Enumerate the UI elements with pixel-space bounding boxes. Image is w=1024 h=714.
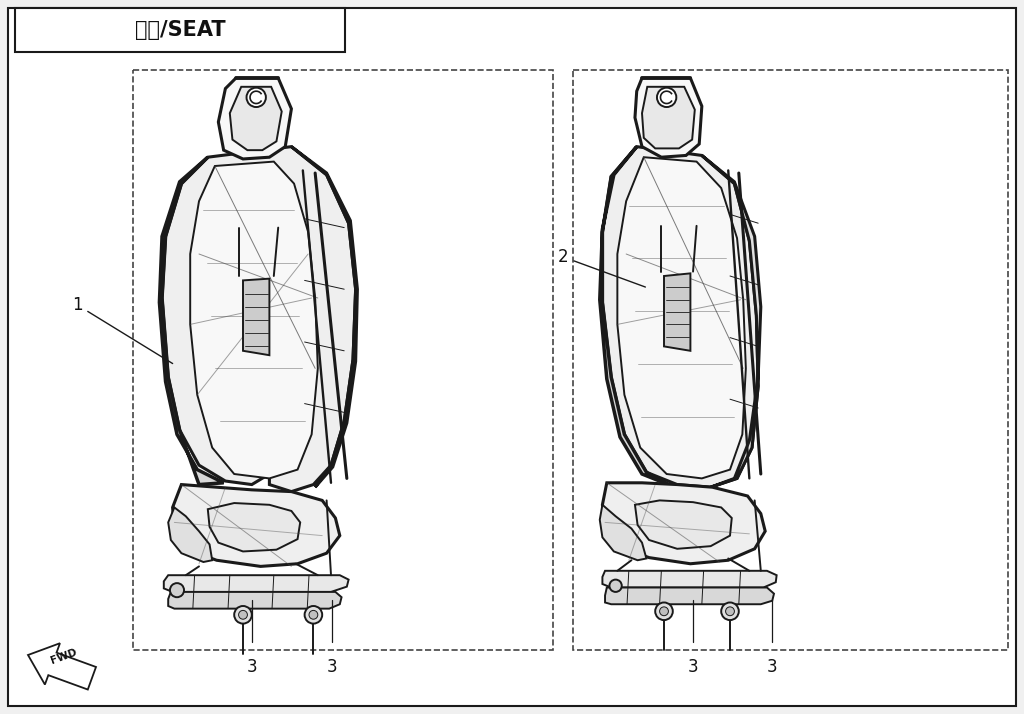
Polygon shape xyxy=(229,87,282,150)
Polygon shape xyxy=(190,161,317,478)
Text: 1: 1 xyxy=(72,296,173,363)
Circle shape xyxy=(234,606,252,623)
Polygon shape xyxy=(617,157,745,478)
Text: 3: 3 xyxy=(688,658,698,676)
Bar xyxy=(573,70,1008,650)
Polygon shape xyxy=(602,146,758,487)
Text: 3: 3 xyxy=(327,658,337,676)
Circle shape xyxy=(239,610,248,619)
Polygon shape xyxy=(602,570,776,588)
Polygon shape xyxy=(218,78,292,159)
Polygon shape xyxy=(600,505,646,560)
Polygon shape xyxy=(602,483,765,564)
Text: 座垫/SEAT: 座垫/SEAT xyxy=(135,20,225,40)
Polygon shape xyxy=(160,157,223,485)
Polygon shape xyxy=(701,156,761,487)
Polygon shape xyxy=(642,87,695,149)
Polygon shape xyxy=(164,575,348,592)
Circle shape xyxy=(721,603,738,620)
Bar xyxy=(15,8,345,52)
Circle shape xyxy=(170,583,184,597)
Polygon shape xyxy=(600,146,669,485)
Circle shape xyxy=(247,88,266,107)
Circle shape xyxy=(655,603,673,620)
Circle shape xyxy=(304,606,323,623)
Circle shape xyxy=(726,607,734,615)
Text: 3: 3 xyxy=(247,658,257,676)
Polygon shape xyxy=(243,278,269,355)
Polygon shape xyxy=(208,503,300,551)
Polygon shape xyxy=(635,78,701,157)
Circle shape xyxy=(657,88,676,107)
Circle shape xyxy=(659,607,669,615)
Polygon shape xyxy=(173,485,340,566)
Polygon shape xyxy=(605,588,774,604)
Polygon shape xyxy=(162,146,355,492)
Polygon shape xyxy=(635,501,732,549)
Polygon shape xyxy=(292,146,357,487)
Polygon shape xyxy=(664,273,690,351)
Text: 2: 2 xyxy=(558,248,645,287)
Polygon shape xyxy=(168,508,212,562)
Bar xyxy=(133,70,553,650)
Text: 3: 3 xyxy=(767,658,777,676)
Polygon shape xyxy=(28,643,96,690)
Circle shape xyxy=(609,580,622,592)
Text: FWD: FWD xyxy=(49,648,79,666)
Circle shape xyxy=(309,610,317,619)
Polygon shape xyxy=(168,592,342,608)
